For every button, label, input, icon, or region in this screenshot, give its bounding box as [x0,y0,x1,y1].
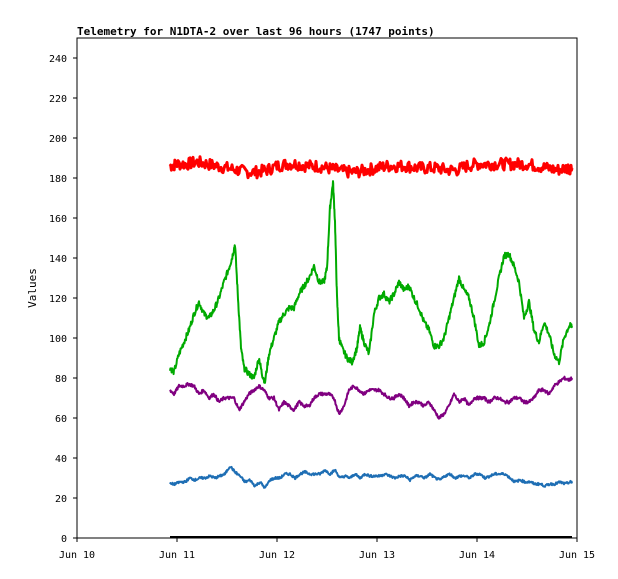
series-layer [168,155,574,538]
plot-frame [76,37,578,539]
y-tick-label: 80 [55,374,67,385]
x-axis: Jun 10 Jun 11 Jun 12 Jun 13 Jun 14 Jun 15 [59,538,595,561]
y-tick-label: 160 [49,214,67,225]
y-tick-label: 40 [55,454,67,465]
chart-title: Telemetry for N1DTA-2 over last 96 hours… [77,25,435,38]
series-line-3 [169,465,573,489]
y-tick-label: 120 [49,294,67,305]
y-tick-label: 240 [49,54,67,65]
y-tick-label: 200 [49,134,67,145]
series-line-1 [169,180,573,384]
x-tick-label: Jun 12 [259,550,295,561]
y-tick-label: 100 [49,334,67,345]
y-tick-label: 0 [61,534,67,545]
x-tick-label: Jun 13 [359,550,395,561]
y-tick-label: 180 [49,174,67,185]
x-tick-label: Jun 14 [459,550,495,561]
x-tick-label: Jun 11 [159,550,195,561]
y-tick-label: 220 [49,94,67,105]
x-tick-label: Jun 15 [559,550,595,561]
series-line-0 [168,155,574,180]
y-tick-label: 60 [55,414,67,425]
y-tick-label: 140 [49,254,67,265]
y-tick-label: 20 [55,494,67,505]
series-line-2 [169,375,573,420]
y-axis: 0 20 40 60 80 100 120 140 160 180 200 220 240 [49,54,77,545]
y-axis-label: Values [26,268,39,308]
x-tick-label: Jun 10 [59,550,95,561]
